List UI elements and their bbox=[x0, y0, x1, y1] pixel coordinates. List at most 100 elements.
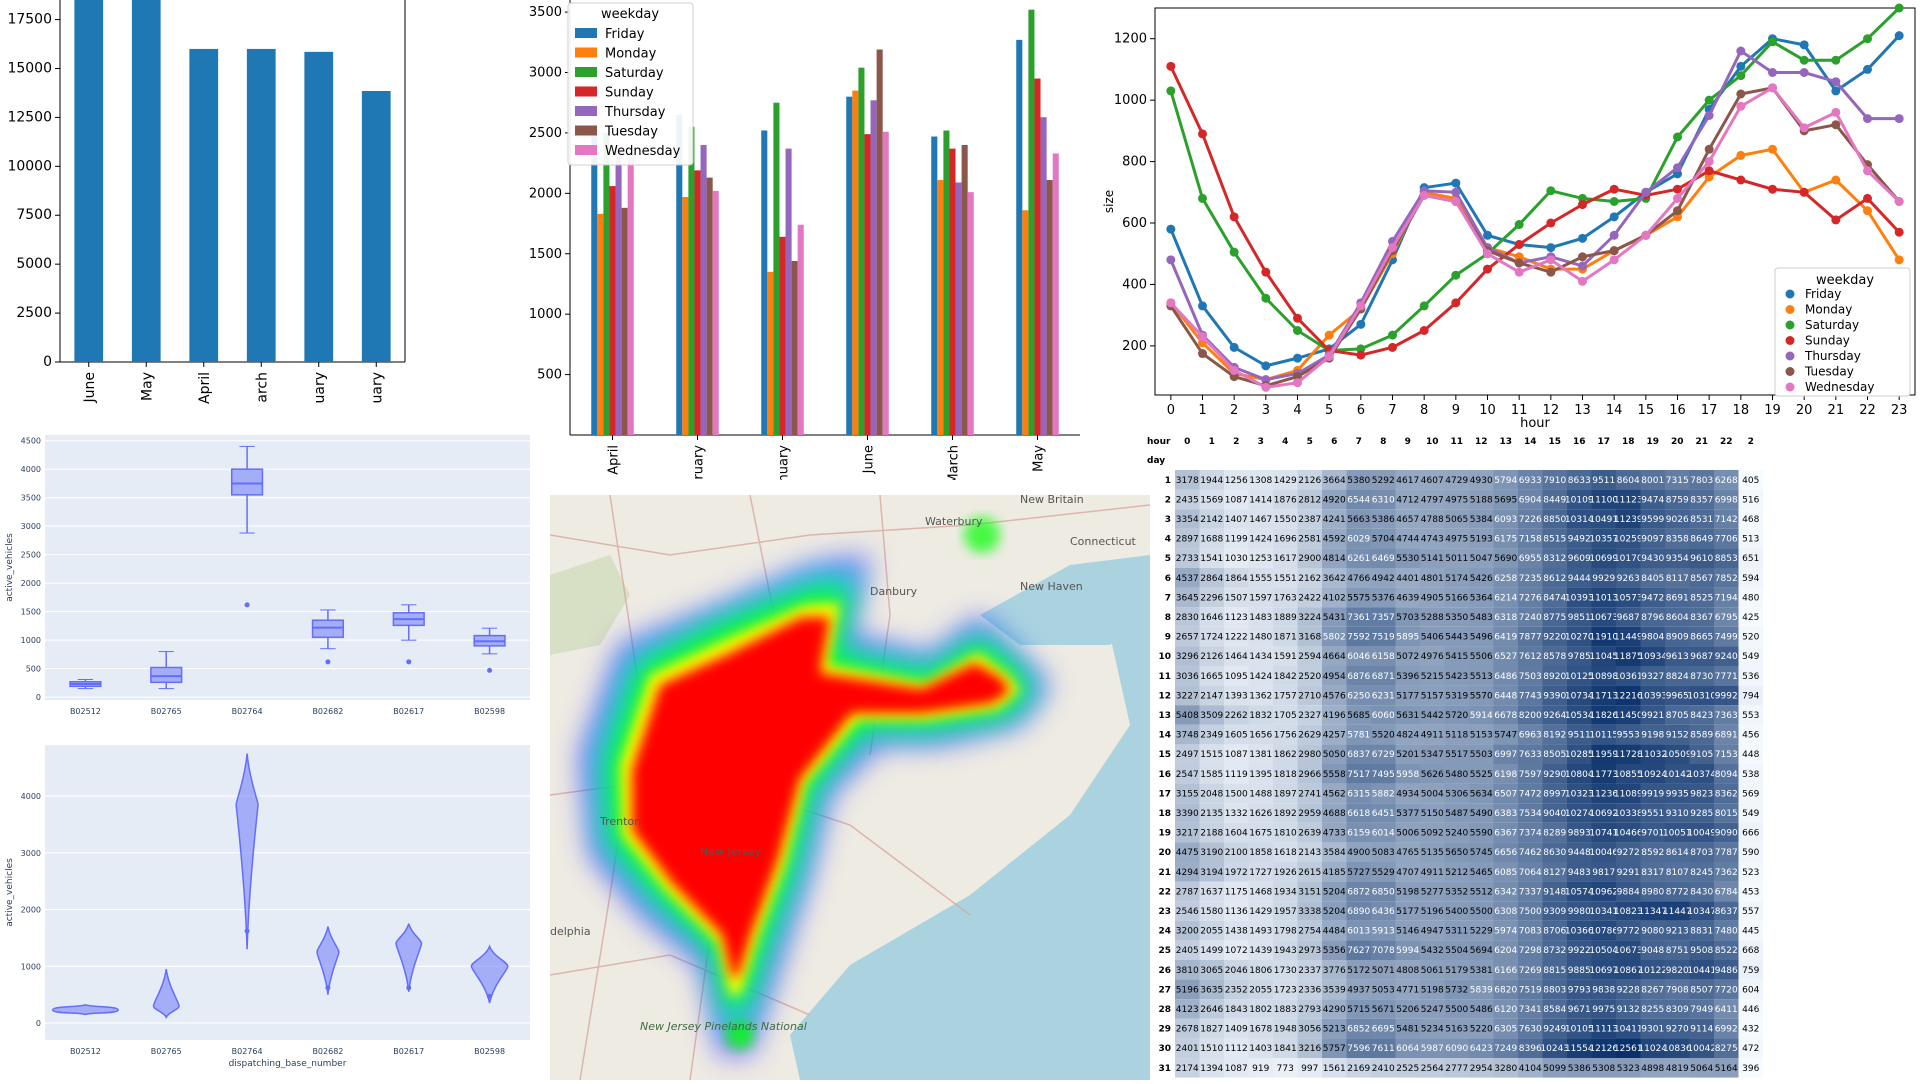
legend-label: Tuesday bbox=[1804, 365, 1854, 379]
x-tick-label: 15 bbox=[1638, 403, 1655, 418]
heat-cell-value: 5443 bbox=[1445, 633, 1468, 643]
heat-cell-value: 11713 bbox=[1589, 691, 1618, 701]
heat-cell-value: 5913 bbox=[1372, 927, 1395, 937]
heat-cell-value: 5201 bbox=[1396, 750, 1419, 760]
heat-cell-value: 5179 bbox=[1445, 966, 1468, 976]
heat-cell-value: 549 bbox=[1742, 652, 1759, 662]
map-labels: Waterbury New Britain Danbury New Haven … bbox=[550, 495, 1137, 1033]
heat-cell-value: 7472 bbox=[1519, 789, 1542, 799]
heat-cell bbox=[1567, 685, 1592, 706]
heat-cell-value: 1123 bbox=[1225, 613, 1248, 623]
heat-cell bbox=[1199, 685, 1224, 706]
heat-cell bbox=[1199, 568, 1224, 588]
heat-cell bbox=[1224, 803, 1249, 823]
series-point bbox=[1831, 120, 1841, 130]
heat-cell bbox=[1518, 685, 1543, 706]
heat-cell bbox=[1518, 509, 1543, 529]
heat-cell bbox=[1714, 940, 1739, 960]
heat-cell bbox=[1469, 803, 1494, 823]
heat-cell bbox=[1640, 1038, 1665, 1058]
x-tick-label: B02512 bbox=[70, 707, 101, 716]
series-point bbox=[1451, 270, 1461, 280]
heat-cell bbox=[1346, 1038, 1371, 1058]
column-header: 8 bbox=[1380, 437, 1386, 447]
heat-cell bbox=[1616, 764, 1641, 784]
row-header: 18 bbox=[1158, 809, 1171, 819]
x-tick-label: B02682 bbox=[312, 1047, 343, 1056]
heat-cell-value: 2046 bbox=[1225, 966, 1248, 976]
pickup-density-heatmap-map[interactable]: Waterbury New Britain Danbury New Haven … bbox=[550, 495, 1150, 1080]
heat-cell bbox=[1616, 626, 1641, 647]
heat-cell bbox=[1616, 744, 1641, 764]
heat-cell bbox=[1518, 881, 1543, 902]
heat-cell bbox=[1346, 470, 1371, 490]
heat-cell bbox=[1224, 881, 1249, 902]
heat-cell-value: 2126 bbox=[1298, 476, 1321, 486]
heat-cell bbox=[1469, 822, 1494, 843]
heat-cell-value: 1424 bbox=[1249, 672, 1272, 682]
heat-cell-value: 5794 bbox=[1494, 476, 1517, 486]
heat-cell bbox=[1224, 822, 1249, 843]
heat-cell bbox=[1591, 509, 1616, 529]
heat-cell-value: 1438 bbox=[1225, 927, 1248, 937]
heat-cell bbox=[1493, 783, 1518, 804]
heat-cell bbox=[1248, 979, 1273, 1000]
heat-cell bbox=[1493, 1058, 1518, 1078]
heat-cell-value: 10109 bbox=[1565, 495, 1594, 505]
map-label-philadelphia: delphia bbox=[550, 925, 591, 938]
x-tick-label: 8 bbox=[1420, 403, 1428, 418]
heat-cell bbox=[1395, 960, 1420, 980]
bar-thursday bbox=[700, 145, 707, 435]
heat-cell-value: 1409 bbox=[1225, 1025, 1248, 1035]
heat-cell bbox=[1469, 744, 1494, 764]
heat-cell bbox=[1420, 607, 1445, 627]
heat-cell-value: 6451 bbox=[1372, 809, 1395, 819]
heat-cell-value: 5720 bbox=[1445, 711, 1468, 721]
heat-cell-value: 3776 bbox=[1323, 966, 1346, 976]
x-tick-label: 3 bbox=[1262, 403, 1270, 418]
bar-monday bbox=[597, 213, 604, 435]
heat-cell bbox=[1665, 470, 1690, 490]
heat-cell bbox=[1297, 1038, 1322, 1058]
bar-saturday bbox=[943, 130, 950, 435]
heat-cell-value: 7362 bbox=[1715, 868, 1738, 878]
heat-cell-value: 7633 bbox=[1519, 750, 1542, 760]
heat-cell-value: 3200 bbox=[1176, 927, 1199, 937]
heat-cell bbox=[1444, 666, 1469, 686]
heat-cell bbox=[1444, 685, 1469, 706]
heat-cell bbox=[1297, 705, 1322, 725]
heat-cell bbox=[1371, 999, 1396, 1019]
heat-cell bbox=[1469, 724, 1494, 745]
heat-cell-value: 1862 bbox=[1274, 750, 1297, 760]
heat-cell bbox=[1444, 1038, 1469, 1058]
heat-cell-value: 5558 bbox=[1323, 770, 1346, 780]
heat-cell-value: 10574 bbox=[1565, 887, 1594, 897]
heat-cell bbox=[1346, 1058, 1371, 1078]
x-tick-label: April bbox=[197, 372, 213, 404]
heat-cell-value: 7500 bbox=[1519, 907, 1542, 917]
heat-cell bbox=[1542, 881, 1567, 902]
heat-cell-value: 8192 bbox=[1543, 731, 1566, 741]
heat-cell bbox=[1665, 528, 1690, 549]
heat-cell-value: 11875 bbox=[1614, 652, 1643, 662]
bar-friday bbox=[931, 136, 938, 435]
heat-cell-value: 8275 bbox=[1715, 1044, 1738, 1054]
series-point bbox=[1831, 107, 1841, 117]
heat-cell-value: 7503 bbox=[1519, 672, 1542, 682]
heat-cell-value: 569 bbox=[1742, 789, 1759, 799]
heat-cell-value: 10823 bbox=[1614, 907, 1643, 917]
heat-cell bbox=[1567, 470, 1592, 490]
heat-cell-value: 7949 bbox=[1690, 1005, 1713, 1015]
heat-cell bbox=[1591, 548, 1616, 568]
heat-cell bbox=[1199, 822, 1224, 843]
map-label-trenton: Trenton bbox=[599, 815, 641, 828]
map-svg[interactable]: Waterbury New Britain Danbury New Haven … bbox=[550, 495, 1150, 1080]
heat-cell-value: 5487 bbox=[1445, 809, 1468, 819]
heat-cell bbox=[1591, 587, 1616, 608]
heat-spot-south bbox=[726, 1021, 754, 1049]
heat-cell-value: 5011 bbox=[1445, 554, 1468, 564]
heat-cell bbox=[1689, 705, 1714, 725]
series-point bbox=[1863, 64, 1872, 74]
heat-cell bbox=[1248, 764, 1273, 784]
heat-cell-value: 4905 bbox=[1421, 593, 1444, 603]
